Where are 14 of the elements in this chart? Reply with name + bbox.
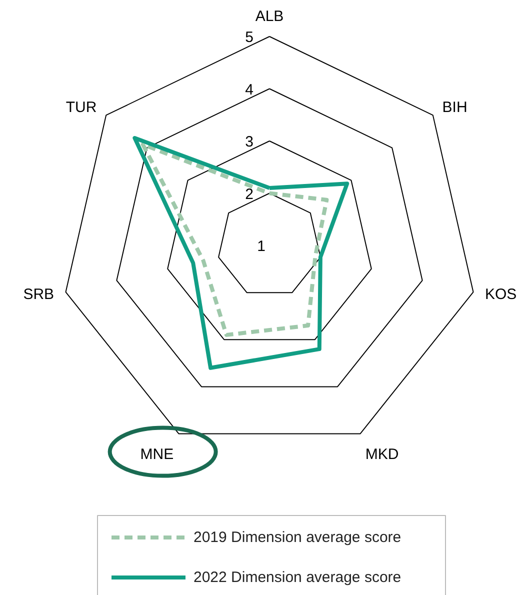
legend-label: 2019 Dimension average score xyxy=(194,529,402,546)
spoke-label: TUR xyxy=(66,99,97,116)
spoke-label: MKD xyxy=(365,446,399,464)
spoke-label: KOS xyxy=(484,286,517,304)
y-tick-label: 3 xyxy=(245,134,254,150)
legend-label: 2022 Dimension average score xyxy=(194,569,402,586)
y-tick-label: 1 xyxy=(257,238,266,255)
y-tick-label: 5 xyxy=(245,29,254,46)
spoke-label: ALB xyxy=(255,8,284,25)
y-tick-label: 2 xyxy=(245,186,254,203)
spoke-label: SRB xyxy=(23,286,54,304)
y-tick-label: 4 xyxy=(245,81,254,98)
spoke-label: MNE xyxy=(140,446,174,464)
spoke-label: BIH xyxy=(442,99,468,116)
